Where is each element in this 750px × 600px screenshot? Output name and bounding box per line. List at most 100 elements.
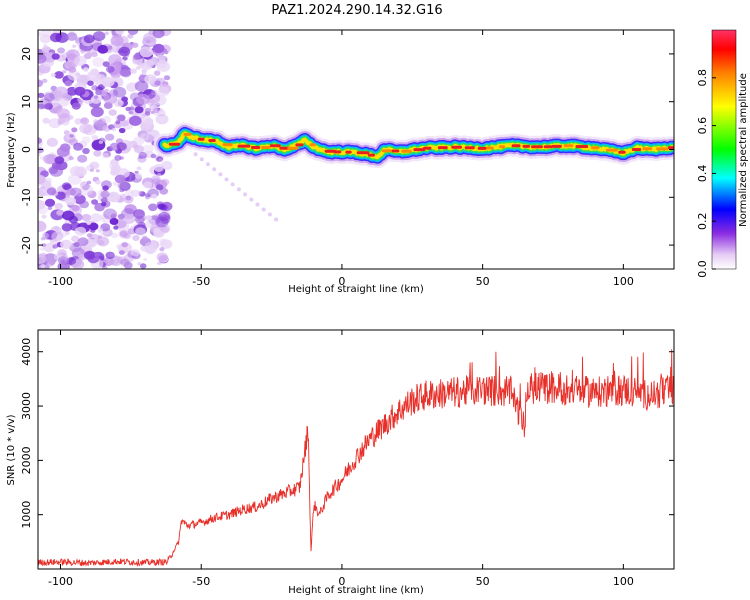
streak-dot bbox=[193, 152, 198, 157]
noise-blob bbox=[38, 31, 42, 37]
noise-blob bbox=[140, 133, 149, 141]
noise-blob bbox=[41, 243, 47, 248]
streak-dot bbox=[255, 202, 260, 207]
noise-blob bbox=[135, 227, 146, 236]
noise-blob bbox=[47, 137, 58, 146]
colorbar-tick-label: 0.4 bbox=[696, 165, 709, 183]
noise-blob bbox=[102, 61, 110, 67]
noise-blob bbox=[81, 136, 91, 144]
noise-blob bbox=[90, 213, 102, 223]
noise-blob bbox=[132, 54, 141, 61]
snr-ylabel: SNR (10 * v/v) bbox=[6, 414, 17, 485]
noise-blob bbox=[154, 80, 161, 86]
noise-blob bbox=[47, 206, 53, 211]
noise-blob bbox=[136, 166, 142, 171]
noise-blob bbox=[68, 215, 78, 224]
noise-blob bbox=[110, 30, 124, 36]
noise-blob bbox=[38, 220, 47, 232]
noise-blob bbox=[121, 242, 128, 248]
noise-blob bbox=[110, 253, 115, 257]
y-tick-label: 3000 bbox=[20, 392, 33, 420]
noise-blob bbox=[43, 91, 53, 100]
noise-blob bbox=[155, 216, 169, 228]
noise-blob bbox=[89, 161, 100, 170]
noise-blob bbox=[89, 168, 94, 172]
noise-blob bbox=[150, 153, 157, 159]
noise-blob bbox=[57, 121, 63, 125]
noise-blob bbox=[46, 187, 57, 196]
noise-blob bbox=[124, 196, 134, 204]
noise-blob bbox=[134, 173, 143, 180]
noise-blob bbox=[38, 137, 43, 144]
streak-dot bbox=[224, 177, 229, 182]
noise-blob bbox=[117, 114, 126, 122]
noise-blob bbox=[159, 238, 168, 245]
noise-blob bbox=[111, 212, 118, 219]
noise-blob bbox=[145, 215, 152, 221]
noise-blob bbox=[151, 90, 157, 95]
noise-blob bbox=[137, 262, 142, 266]
noise-blob bbox=[148, 203, 158, 212]
noise-blob bbox=[67, 114, 74, 120]
noise-blob bbox=[111, 232, 119, 239]
noise-blob bbox=[142, 71, 147, 76]
noise-blob bbox=[97, 74, 106, 82]
noise-blob bbox=[87, 80, 94, 86]
noise-blob bbox=[93, 95, 99, 99]
noise-blob bbox=[155, 114, 169, 125]
y-tick-label: -10 bbox=[20, 188, 33, 206]
snr-line bbox=[38, 349, 674, 568]
noise-blob bbox=[159, 204, 168, 211]
x-tick-label: 0 bbox=[338, 275, 345, 288]
noise-blob bbox=[142, 235, 148, 241]
noise-blob bbox=[117, 181, 129, 190]
noise-blob bbox=[38, 98, 52, 109]
noise-blob bbox=[65, 131, 76, 140]
noise-blob bbox=[102, 81, 110, 88]
noise-blob bbox=[149, 105, 155, 110]
noise-blob bbox=[74, 166, 87, 177]
noise-blob bbox=[64, 80, 73, 87]
noise-blob bbox=[41, 232, 50, 239]
noise-blob bbox=[92, 57, 105, 68]
noise-blob bbox=[57, 256, 69, 265]
y-tick-label: 10 bbox=[20, 95, 33, 109]
noise-blob bbox=[93, 119, 99, 124]
noise-blob bbox=[38, 147, 44, 154]
noise-blob bbox=[78, 254, 86, 261]
noise-blob bbox=[119, 230, 128, 237]
noise-blob bbox=[63, 117, 70, 122]
spectrogram-xlabel: Height of straight line (km) bbox=[288, 284, 424, 295]
noise-blob bbox=[91, 51, 98, 58]
x-tick-label: -50 bbox=[192, 575, 210, 588]
noise-blob bbox=[132, 60, 138, 65]
noise-blob bbox=[69, 242, 82, 253]
noise-blob bbox=[50, 72, 56, 78]
noise-blob bbox=[112, 181, 119, 186]
noise-blob bbox=[93, 150, 102, 157]
noise-blob bbox=[155, 184, 164, 191]
noise-blob bbox=[130, 249, 140, 257]
snr-series bbox=[38, 349, 674, 568]
noise-blob bbox=[104, 31, 109, 36]
noise-blob bbox=[90, 106, 104, 118]
noise-blob bbox=[136, 213, 147, 222]
x-tick-label: 0 bbox=[338, 575, 345, 588]
noise-blob bbox=[151, 175, 161, 184]
noise-blob bbox=[84, 250, 96, 260]
noise-blob bbox=[128, 110, 134, 115]
noise-blob bbox=[97, 235, 103, 239]
noise-blob bbox=[41, 78, 48, 84]
signal-ridge bbox=[153, 122, 674, 169]
noise-blob bbox=[83, 34, 95, 44]
noise-blob bbox=[114, 174, 126, 184]
noise-blob bbox=[90, 95, 102, 104]
noise-blob bbox=[124, 204, 137, 215]
noise-blob bbox=[41, 214, 47, 219]
noise-blob bbox=[56, 146, 70, 157]
noise-blob bbox=[144, 107, 152, 114]
noise-blob bbox=[38, 68, 45, 76]
noise-blob bbox=[136, 93, 150, 105]
noise-blob bbox=[71, 204, 80, 212]
noise-blob bbox=[144, 60, 155, 68]
